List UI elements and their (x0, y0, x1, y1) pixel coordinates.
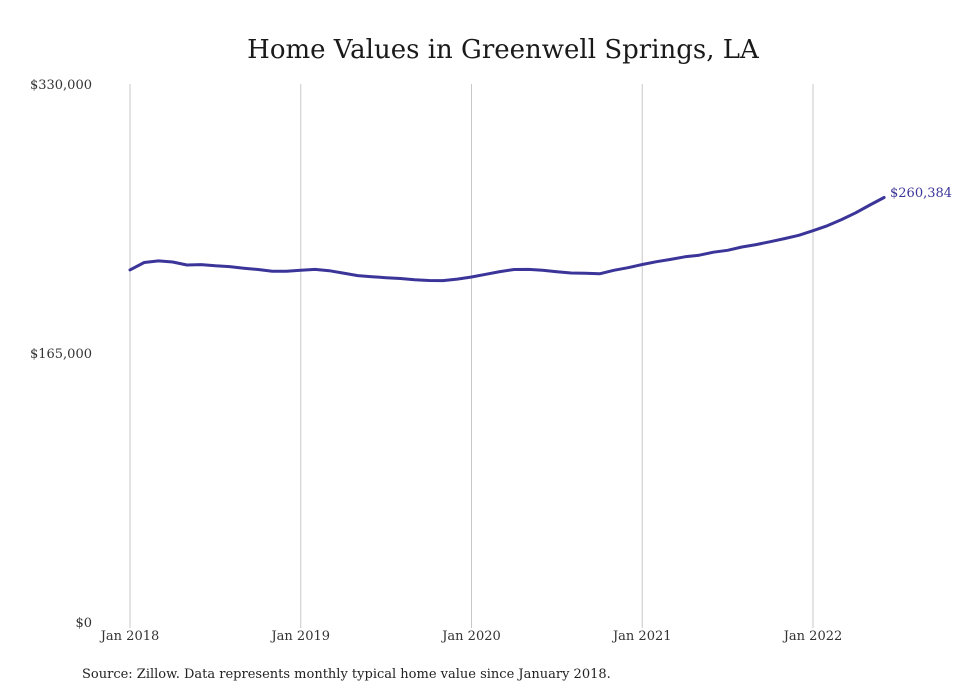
x-tick-label: Jan 2018 (99, 629, 160, 644)
y-axis-ticks: $0 $165,000 $330,000 (30, 78, 92, 631)
end-value-label: $260,384 (890, 186, 952, 201)
source-note: Source: Zillow. Data represents monthly … (82, 667, 611, 682)
x-gridlines (129, 84, 814, 628)
x-axis-ticks: Jan 2018 Jan 2019 Jan 2020 Jan 2021 Jan 2022 (99, 629, 843, 644)
y-tick-label: $165,000 (30, 347, 92, 362)
x-tick-label: Jan 2021 (611, 629, 672, 644)
y-tick-label: $0 (75, 616, 92, 631)
x-tick-label: Jan 2019 (269, 629, 330, 644)
y-tick-label: $330,000 (30, 78, 92, 93)
home-value-line (128, 196, 886, 283)
x-tick-label: Jan 2022 (782, 629, 843, 644)
chart-title: Home Values in Greenwell Springs, LA (247, 35, 760, 65)
x-tick-label: Jan 2020 (440, 629, 501, 644)
